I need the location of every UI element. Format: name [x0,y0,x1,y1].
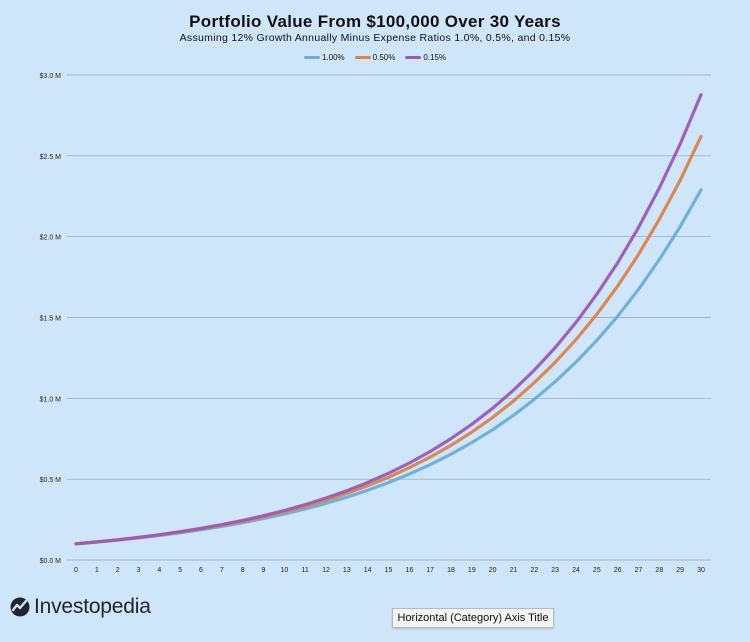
x-tick-label: 9 [262,567,266,574]
x-tick-label: 13 [343,567,351,574]
x-tick-label: 2 [116,567,120,574]
x-tick-label: 25 [593,567,601,574]
x-tick-label: 3 [137,567,141,574]
x-tick-label: 16 [405,567,413,574]
x-tick-label: 11 [302,567,309,574]
x-tick-label: 18 [447,567,455,574]
x-tick-label: 29 [676,567,684,574]
x-tick-label: 24 [572,567,580,574]
y-tick-label: $3.0 M [40,73,62,80]
x-tick-label: 19 [468,567,476,574]
chart-subtitle: Assuming 12% Growth Annually Minus Expen… [179,32,571,44]
x-tick-label: 28 [655,567,663,574]
investopedia-logo-icon [10,597,30,617]
legend-item-series-0[interactable]: 1.00% [303,53,345,62]
x-tick-label: 21 [510,567,518,574]
x-tick-label: 17 [426,567,434,574]
y-tick-label: $0.0 M [40,558,62,565]
legend-swatch-series-2 [405,56,422,59]
x-tick-label: 6 [199,567,203,574]
brand-name: Investopedia [34,595,151,618]
x-tick-label: 14 [364,567,372,574]
x-tick-label: 30 [697,567,705,574]
x-tick-label: 12 [322,567,330,574]
x-tick-label: 20 [489,567,497,574]
series-line-2 [74,93,703,546]
legend-label-series-2: 0.15% [423,53,447,62]
legend-item-series-1[interactable]: 0.50% [354,53,396,62]
x-tick-label: 5 [178,567,182,574]
x-tick-label: 1 [95,567,99,574]
chart-title: Portfolio Value From $100,000 Over 30 Ye… [189,12,561,31]
series-line-0 [74,188,703,546]
x-tick-label: 23 [551,567,559,574]
legend-label-series-0: 1.00% [321,53,345,62]
y-tick-label: $1.5 M [40,316,62,323]
x-tick-label: 8 [241,567,245,574]
y-tick-label: $2.0 M [40,235,62,242]
x-tick-label: 26 [614,567,622,574]
y-tick-label: $2.5 M [40,154,62,161]
y-tick-label: $0.5 M [40,477,62,484]
x-tick-label: 27 [635,567,643,574]
x-tick-label: 10 [280,567,288,574]
x-tick-label: 15 [385,567,393,574]
x-axis-title[interactable]: Horizontal (Category) Axis Title [392,608,554,628]
x-tick-label: 7 [220,567,224,574]
x-tick-label: 22 [530,567,538,574]
brand-logo: Investopedia [10,595,151,619]
x-tick-label: 4 [157,567,161,574]
legend: 1.00% 0.50% 0.15% [0,53,750,62]
legend-swatch-series-1 [354,56,371,59]
legend-label-series-1: 0.50% [372,53,396,62]
legend-item-series-2[interactable]: 0.15% [405,53,446,62]
legend-swatch-series-0 [303,56,320,59]
y-tick-label: $1.0 M [40,396,62,403]
x-tick-label: 0 [74,567,78,574]
